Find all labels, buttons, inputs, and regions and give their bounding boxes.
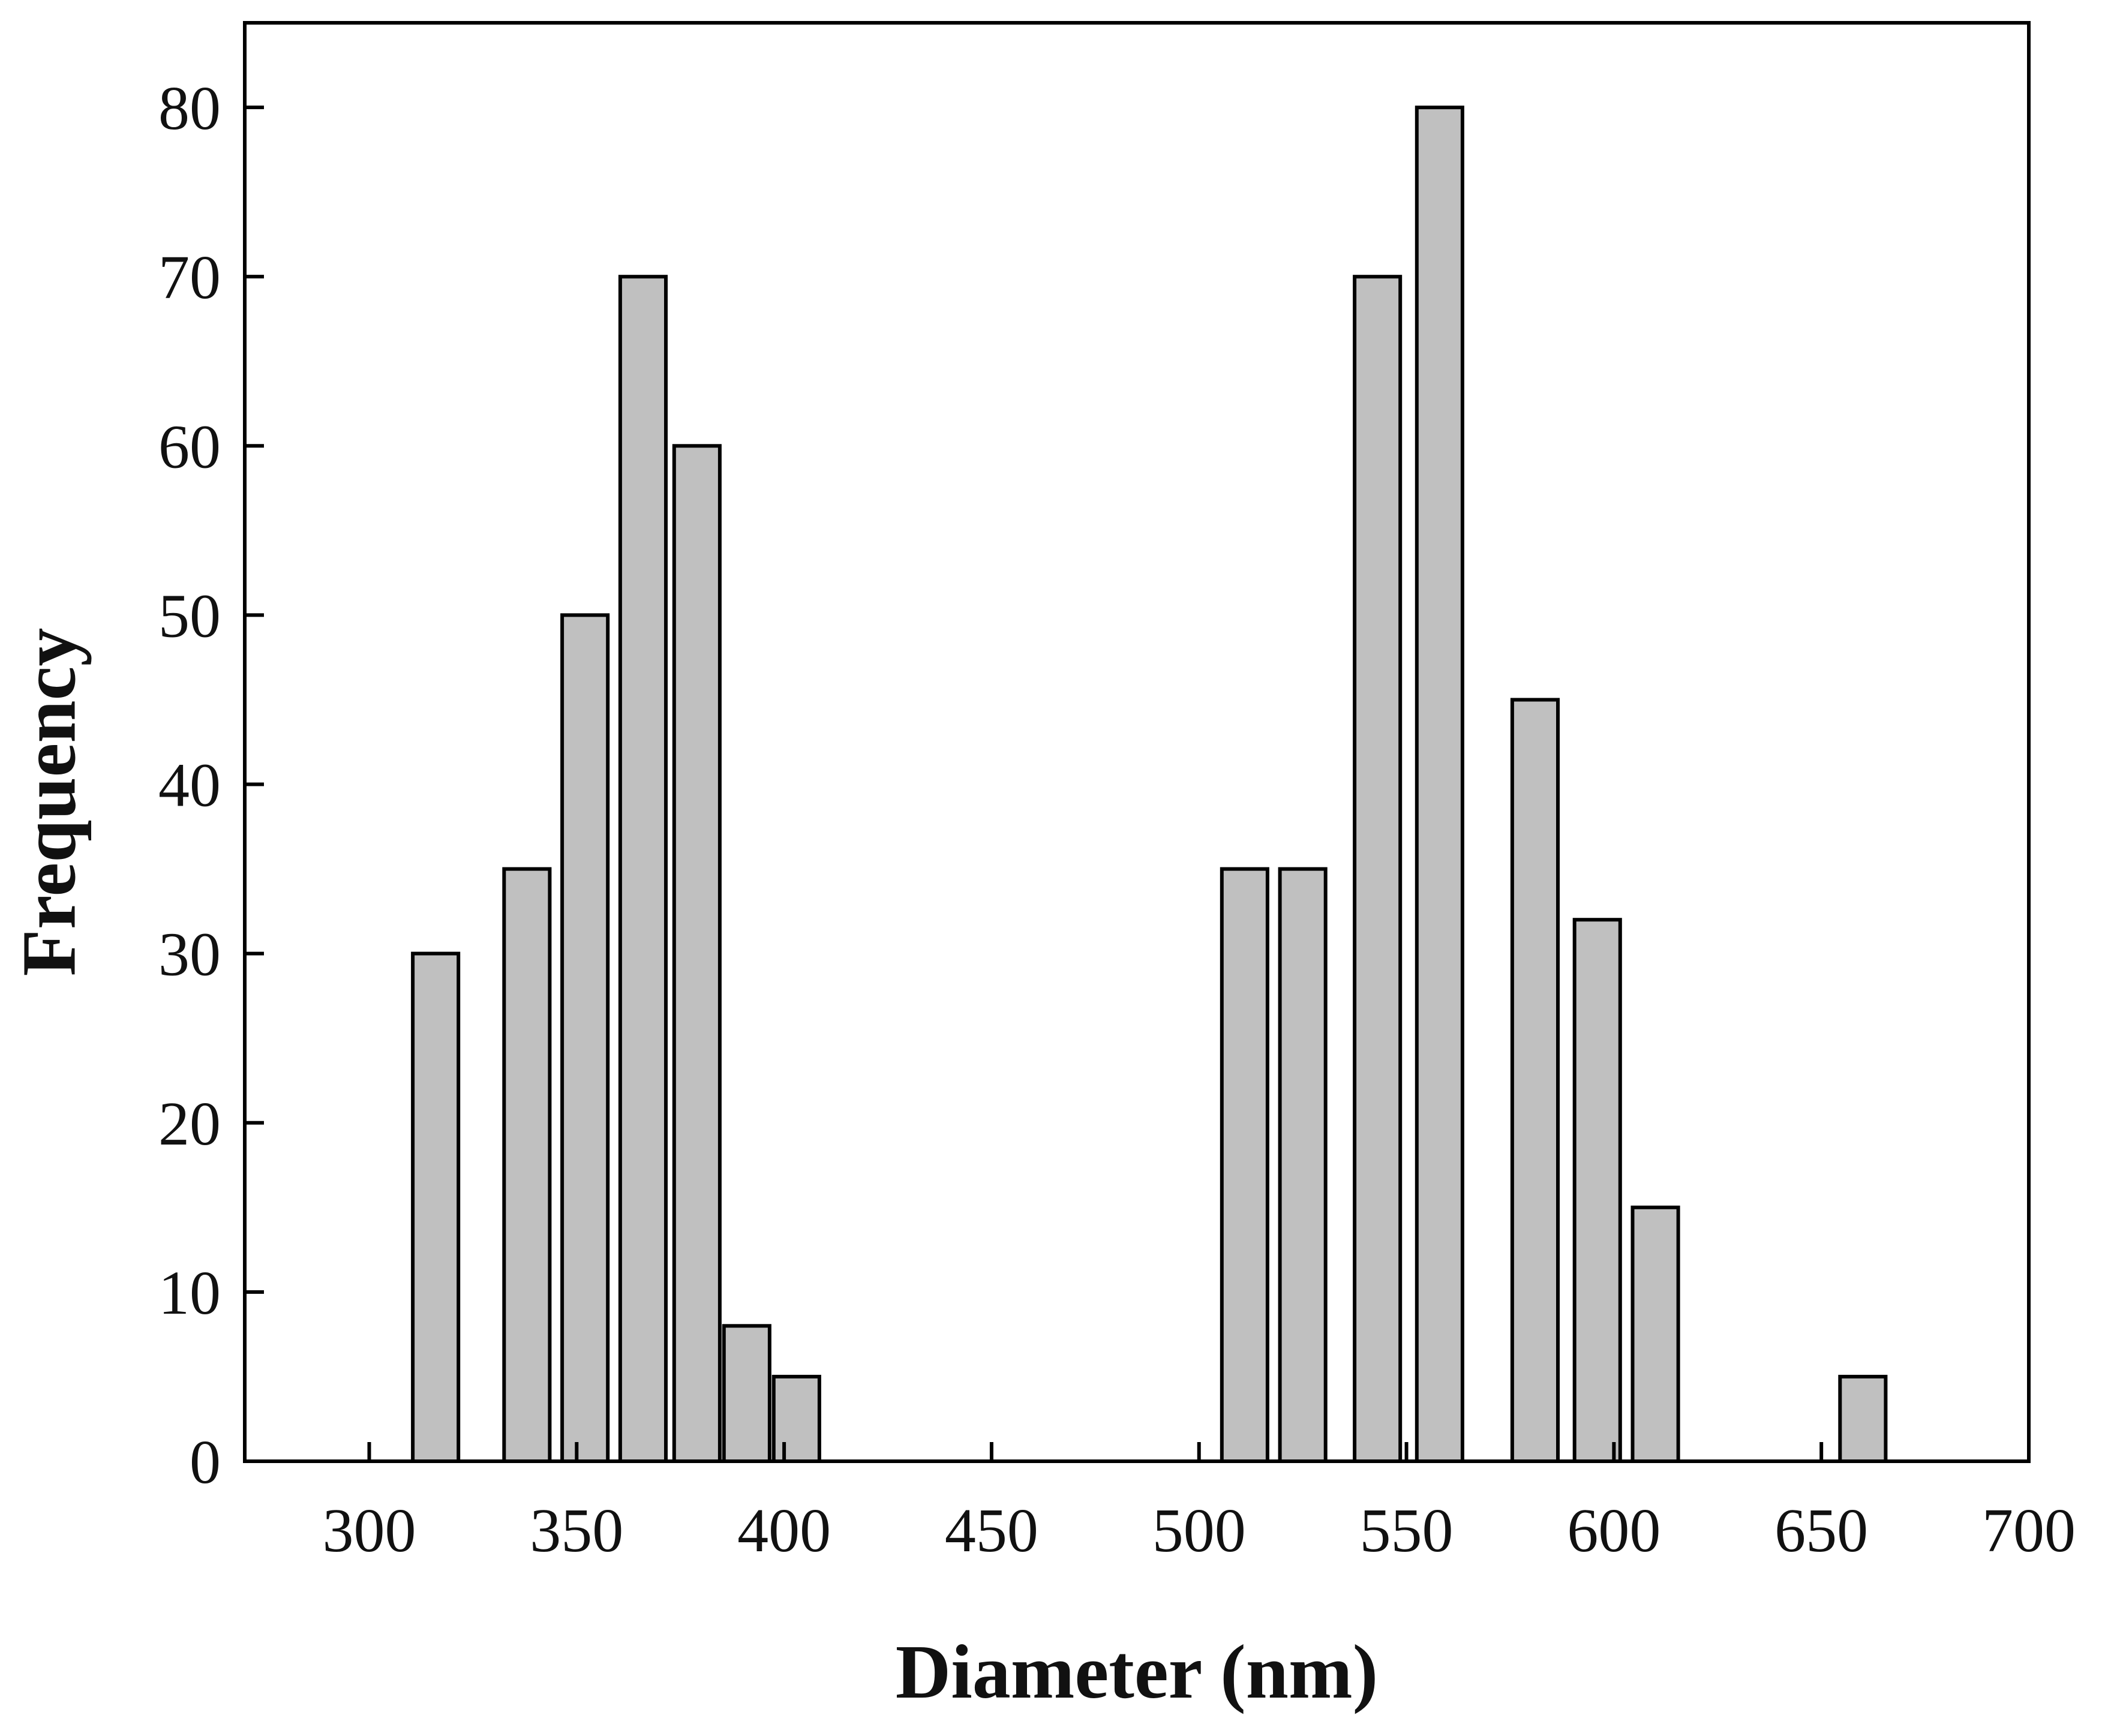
x-tick-label-650: 650 [1774,1496,1868,1565]
bar-366 [618,275,668,1464]
y-axis-title: Frequency [6,628,91,977]
bar-581 [1510,698,1560,1463]
x-tick-label-450: 450 [945,1496,1038,1565]
bars-layer [411,106,1888,1464]
y-tick-label-0: 0 [190,1428,221,1497]
bar-525 [1278,867,1328,1463]
y-tick-label-80: 80 [158,74,221,143]
x-tick-label-300: 300 [322,1496,416,1565]
tick-labels-layer: 300 350 400 450 500 550 600 650 700 0 10 20 30 40 50 60… [158,74,2076,1565]
bar-352 [560,613,610,1463]
y-tick-label-60: 60 [158,412,221,481]
y-tick-label-40: 40 [158,751,221,820]
bar-338 [502,867,552,1463]
ticks-layer [245,106,2031,1463]
x-tick-label-350: 350 [530,1496,623,1565]
bar-403 [771,1374,821,1463]
y-tick-label-50: 50 [158,581,221,650]
x-tick-label-400: 400 [737,1496,831,1565]
x-axis-title: Diameter (nm) [896,1629,1378,1714]
bar-379 [672,444,722,1463]
y-tick-label-20: 20 [158,1089,221,1158]
y-tick-label-30: 30 [158,920,221,989]
bar-660 [1838,1374,1888,1463]
y-tick-label-10: 10 [158,1259,221,1327]
x-tick-label-600: 600 [1567,1496,1660,1565]
bar-596 [1572,918,1622,1463]
y-tick-label-70: 70 [158,243,221,312]
bar-391 [722,1324,771,1464]
x-tick-label-700: 700 [1982,1496,2076,1565]
bar-558 [1415,106,1464,1463]
plot-frame [243,21,2031,1463]
bar-610 [1630,1205,1680,1464]
bar-511 [1220,867,1269,1463]
x-tick-label-550: 550 [1360,1496,1454,1565]
x-tick-label-500: 500 [1152,1496,1246,1565]
bar-316 [411,951,461,1463]
bar-543 [1353,275,1403,1464]
